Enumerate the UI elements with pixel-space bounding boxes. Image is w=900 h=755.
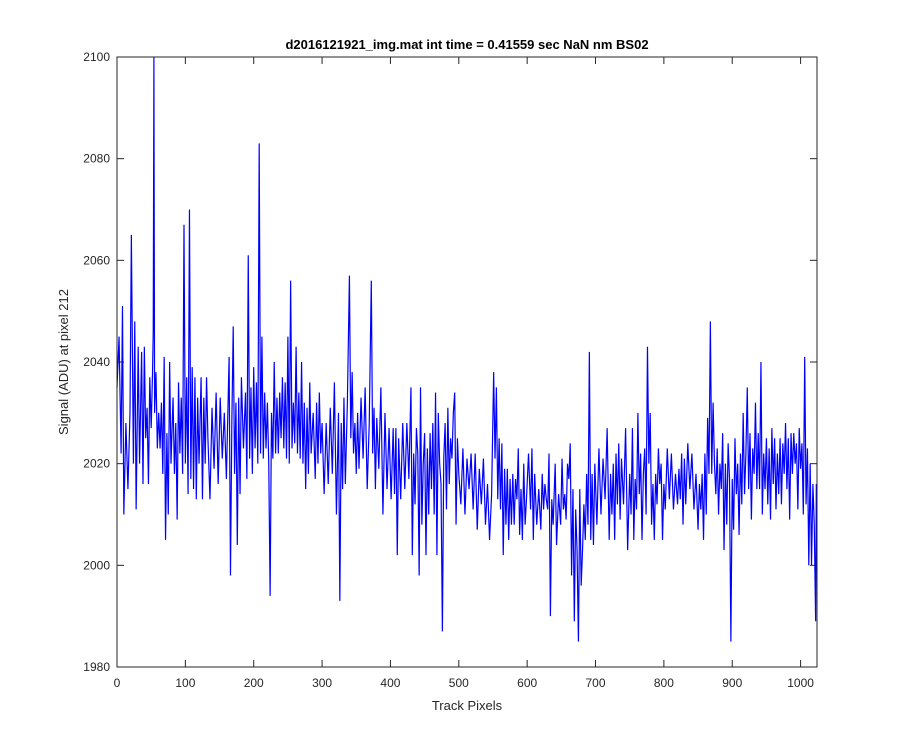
x-axis-label: Track Pixels: [432, 698, 503, 713]
x-tick-label: 0: [114, 676, 121, 690]
y-tick-label: 2080: [83, 152, 110, 166]
y-tick-label: 2040: [83, 355, 110, 369]
x-tick-label: 600: [517, 676, 537, 690]
x-tick-label: 400: [380, 676, 400, 690]
y-tick-label: 1980: [83, 660, 110, 674]
x-tick-label: 700: [586, 676, 606, 690]
y-axis-label: Signal (ADU) at pixel 212: [56, 289, 71, 435]
y-tick-label: 2060: [83, 253, 110, 267]
tick-labels: 0 100 200 300 400 500 600 700 800 900 1000 1980 2000…: [83, 50, 814, 690]
x-tick-label: 500: [449, 676, 469, 690]
chart-title: d2016121921_img.mat int time = 0.41559 s…: [285, 37, 648, 52]
y-tick-label: 2000: [83, 558, 110, 572]
y-tick-label: 2020: [83, 457, 110, 471]
series-layer: [116, 56, 817, 642]
x-tick-label: 900: [722, 676, 742, 690]
x-tick-label: 100: [175, 676, 195, 690]
y-tick-label: 2100: [83, 50, 110, 64]
x-tick-label: 300: [312, 676, 332, 690]
x-tick-label: 1000: [787, 676, 814, 690]
series-line: [116, 56, 817, 642]
x-tick-label: 200: [244, 676, 264, 690]
x-tick-label: 800: [654, 676, 674, 690]
plot-area: [117, 57, 817, 667]
axes-box: [116, 56, 818, 668]
